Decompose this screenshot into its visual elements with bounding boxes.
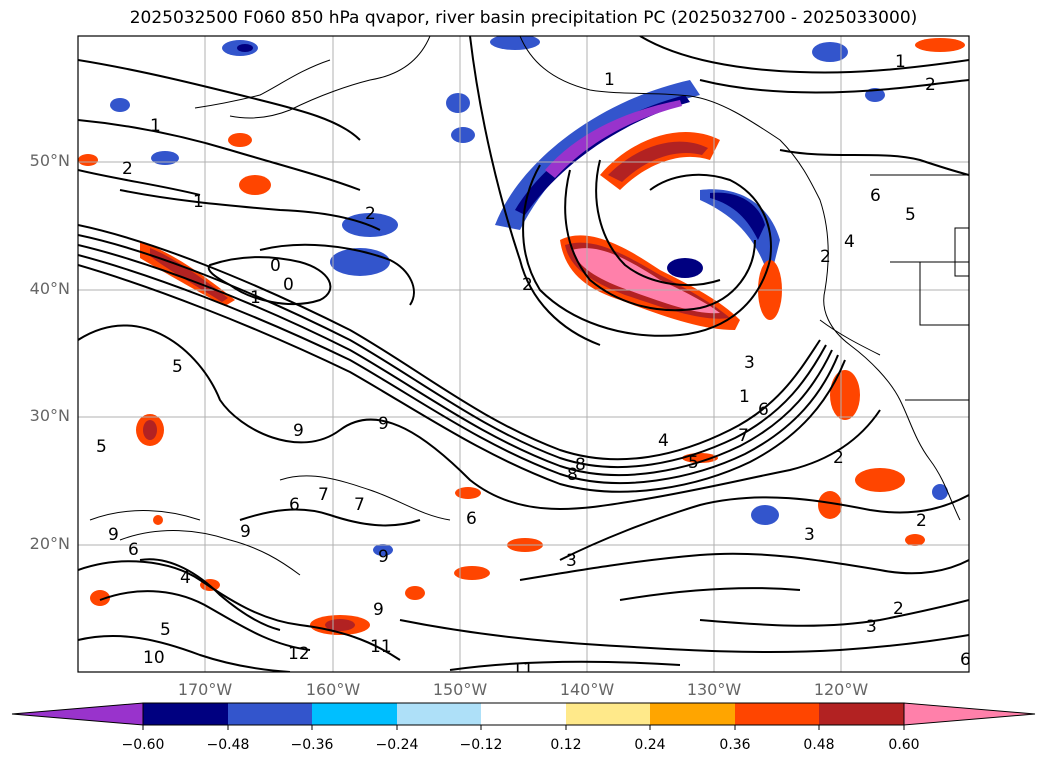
contour-label: 3 — [804, 525, 815, 545]
contour-label: 6 — [466, 509, 477, 529]
map-title: 2025032500 F060 850 hPa qvapor, river ba… — [129, 8, 918, 28]
contour-label: 2 — [893, 599, 904, 619]
contour-label: 2 — [820, 247, 831, 267]
contour-labels: 1 2 1 2 1 2 0 0 1 2 5 5 9 9 7 6 7 6 9 9 … — [96, 52, 971, 680]
contour-label: 8 — [567, 465, 578, 485]
contour-label: 12 — [288, 644, 310, 664]
contour-label: 6 — [289, 495, 300, 515]
contour-label: 11 — [370, 637, 392, 657]
contour-label: 4 — [658, 431, 669, 451]
lat-label: 20°N — [29, 534, 70, 553]
colorbar-tick-label: −0.36 — [290, 737, 334, 753]
colorbar-segment — [397, 703, 481, 725]
contour-label: 9 — [378, 414, 389, 434]
colorbar-tick-label: 0.60 — [888, 737, 920, 753]
contour-label: 5 — [172, 357, 183, 377]
contour-label: 0 — [283, 275, 294, 295]
contour-label: 8 — [575, 455, 586, 475]
colorbar-segment — [566, 703, 650, 725]
contour-label: 6 — [758, 400, 769, 420]
lon-label: 170°W — [177, 680, 233, 699]
colorbar-tick-label: −0.48 — [206, 737, 250, 753]
contour-label: 7 — [318, 485, 329, 505]
contour-label: 9 — [373, 600, 384, 620]
contour-label: 4 — [180, 568, 191, 588]
contour-label: 2 — [522, 275, 533, 295]
contour-label: 2 — [916, 511, 927, 531]
colorbar-segment — [819, 703, 904, 725]
contour-label: 5 — [905, 205, 916, 225]
contour-label: 0 — [270, 256, 281, 276]
contour-label: 6 — [128, 540, 139, 560]
contour-label: 1 — [250, 288, 261, 308]
contour-label: 1 — [895, 52, 906, 72]
qvapor-contours — [78, 36, 969, 672]
contour-label: 6 — [870, 186, 881, 206]
colorbar-extend-right — [903, 702, 1036, 726]
colorbar-extend-left — [11, 702, 144, 726]
contour-label: 2 — [122, 159, 133, 179]
contour-label: 5 — [160, 620, 171, 640]
contour-label: 10 — [143, 648, 165, 668]
colorbar-tick-label: 0.12 — [550, 737, 582, 753]
lon-label: 150°W — [432, 680, 488, 699]
coastlines — [194, 36, 969, 521]
colorbar-segment — [143, 703, 228, 725]
lon-label: 120°W — [813, 680, 869, 699]
colorbar-tick-label: 0.36 — [719, 737, 751, 753]
contour-label: 9 — [108, 525, 119, 545]
lat-label: 50°N — [29, 151, 70, 170]
contour-label: 2 — [833, 448, 844, 468]
colorbar-tick-label: 0.24 — [634, 737, 666, 753]
map-frame — [77, 35, 970, 673]
contour-label: 6 — [960, 650, 971, 670]
contour-label: 1 — [739, 387, 750, 407]
colorbar — [11, 702, 1036, 730]
secondary-contours — [89, 475, 451, 576]
contour-label: 9 — [378, 547, 389, 567]
map-plot-area: 1 2 1 2 1 2 0 0 1 2 5 5 9 9 7 6 7 6 9 9 … — [78, 36, 971, 680]
colorbar-tick-label: −0.12 — [459, 737, 503, 753]
contour-label: 3 — [744, 353, 755, 373]
contour-label: 2 — [925, 75, 936, 95]
contour-label: 7 — [738, 426, 749, 446]
contour-label: 1 — [604, 70, 615, 90]
contour-label: 1 — [150, 116, 161, 136]
colorbar-tick-label: −0.24 — [375, 737, 419, 753]
colorbar-segment — [481, 703, 566, 725]
contour-label: 9 — [240, 522, 251, 542]
colorbar-segment — [735, 703, 819, 725]
colorbar-segment — [650, 703, 735, 725]
contour-label: 11 — [512, 660, 534, 680]
colorbar-tick-label: 0.48 — [803, 737, 835, 753]
contour-label: 7 — [354, 495, 365, 515]
precipitation-pc-shading — [78, 36, 965, 635]
contour-label: 5 — [688, 453, 699, 473]
colorbar-segment — [312, 703, 397, 725]
lon-label: 160°W — [305, 680, 361, 699]
lon-label: 140°W — [559, 680, 615, 699]
contour-label: 2 — [365, 204, 376, 224]
contour-label: 1 — [193, 192, 204, 212]
colorbar-tick-label: −0.60 — [121, 737, 165, 753]
contour-label: 9 — [293, 421, 304, 441]
contour-label: 3 — [566, 551, 577, 571]
lat-label: 30°N — [29, 406, 70, 425]
contour-label: 4 — [844, 232, 855, 252]
colorbar-segment — [228, 703, 312, 725]
lat-label: 40°N — [29, 279, 70, 298]
graticule — [78, 36, 969, 672]
contour-label: 5 — [96, 437, 107, 457]
lon-label: 130°W — [686, 680, 742, 699]
contour-label: 3 — [866, 617, 877, 637]
